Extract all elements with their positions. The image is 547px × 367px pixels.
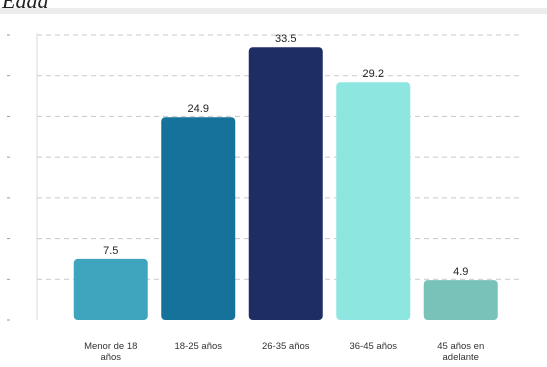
- bar: [248, 47, 323, 320]
- bar-value-label: 29.2: [363, 68, 384, 80]
- bar: [423, 280, 498, 320]
- category-label: 36-45 años: [349, 341, 397, 352]
- bar: [73, 258, 148, 320]
- value-labels: 7.5 24.9 33.5 29.2 4.9: [103, 33, 468, 278]
- category-labels: Menor de 18 años 18-25 años 26-35 años 36-45…: [84, 341, 484, 363]
- bar-value-label: 33.5: [275, 33, 296, 45]
- category-label: Menor de 18 años: [84, 341, 137, 363]
- category-label: 18-25 años: [174, 341, 222, 352]
- bar: [161, 117, 236, 320]
- title-divider: [0, 8, 547, 14]
- bar-value-label: 4.9: [453, 266, 468, 278]
- category-label: 45 años en adelante: [437, 341, 484, 363]
- y-tick-marks: [7, 34, 10, 321]
- bars: [73, 47, 498, 320]
- bar-value-label: 24.9: [188, 103, 209, 115]
- chart-title: Edad: [2, 0, 49, 13]
- category-label: 26-35 años: [262, 341, 310, 352]
- bar: [336, 82, 411, 320]
- bar-value-label: 7.5: [103, 245, 118, 257]
